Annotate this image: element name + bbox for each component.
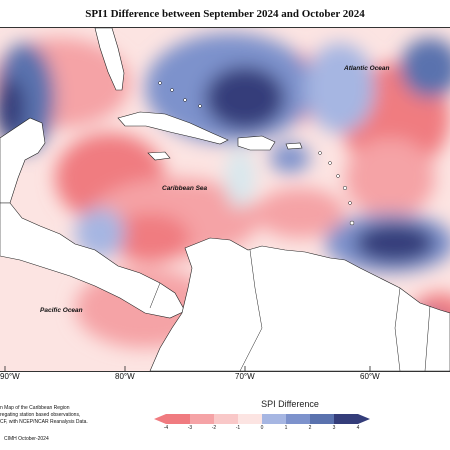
map-title: SPI1 Difference between September 2024 a…: [85, 8, 365, 20]
legend-cell: [286, 414, 310, 424]
neg-zone-east-car: [255, 188, 345, 238]
legend-tick-label: 0: [260, 425, 264, 431]
neg-zone-core: [110, 213, 190, 263]
footer-note-1: n Map of the Caribbean Region: [0, 405, 70, 411]
legend-extend-min: [154, 414, 166, 424]
land-cuba: [117, 111, 229, 145]
legend-tick-label: -1: [235, 425, 241, 431]
border-guyana-suriname: [424, 305, 431, 371]
legend-cell: [310, 414, 334, 424]
label-atlantic-ocean: Atlantic Ocean: [344, 65, 390, 72]
label-pacific-ocean: Pacific Ocean: [40, 307, 83, 314]
island: [158, 81, 162, 85]
island: [349, 220, 355, 226]
lon-label-70w: 70°W: [235, 372, 255, 381]
land-central-america: [0, 202, 186, 319]
island: [183, 98, 187, 102]
lon-label-90w: 90°W: [0, 372, 20, 381]
small-islands: [158, 81, 355, 226]
legend-cell: [214, 414, 238, 424]
land-florida: [94, 28, 125, 91]
neg-zone-atlantic-s: [345, 138, 435, 218]
legend-tick-label: -4: [163, 425, 169, 431]
island: [348, 201, 352, 205]
legend-tick-label: -2: [211, 425, 217, 431]
land-puerto-rico: [285, 142, 303, 150]
map-frame: Atlantic Ocean Caribbean Sea Pacific Oce…: [0, 27, 450, 372]
legend-title: SPI Difference: [261, 399, 319, 409]
island: [336, 174, 340, 178]
pos-zone-bahamas-core: [205, 66, 285, 130]
footer-note-2: regating station based observations,: [0, 412, 81, 418]
pos-zone-honduras: [75, 208, 125, 258]
land: [0, 28, 450, 371]
pos-zone-ne: [400, 38, 450, 98]
legend-tick-label: 2: [308, 425, 312, 431]
spi-map: [0, 28, 450, 371]
land-jamaica: [147, 151, 171, 161]
island: [318, 151, 322, 155]
lon-label-80w: 80°W: [115, 372, 135, 381]
neutral-zone-central: [225, 148, 255, 208]
legend-tick-label: -3: [187, 425, 193, 431]
legend-cell: [238, 414, 262, 424]
island: [328, 161, 332, 165]
land-hispaniola: [237, 135, 276, 151]
border-colombia-venezuela: [239, 249, 263, 371]
borders: [149, 249, 431, 371]
lon-label-60w: 60°W: [360, 372, 380, 381]
legend-extend-max: [358, 414, 370, 424]
island: [170, 88, 174, 92]
footer-note-3: CF, with NCEP/NCAR Reanalysis Data.: [0, 419, 88, 425]
legend-tick-label: 4: [356, 425, 360, 431]
pos-zone-pr: [270, 143, 310, 173]
pos-zone-west-core: [0, 78, 25, 138]
legend-cell: [334, 414, 358, 424]
legend-colorbar: [154, 414, 370, 424]
legend-tick-label: 1: [284, 425, 288, 431]
legend-tick-label: 3: [332, 425, 336, 431]
border-panama: [149, 282, 161, 309]
island: [342, 185, 348, 191]
footer-credit: CIMH October-2024: [4, 436, 49, 442]
legend-cell: [166, 414, 190, 424]
pos-zone-venezuela-core: [355, 223, 435, 263]
island: [198, 104, 202, 108]
legend-cell: [262, 414, 286, 424]
border-venezuela-guyana: [394, 287, 401, 371]
lon-ticks: [4, 366, 371, 371]
legend-cell: [190, 414, 214, 424]
pos-zone-atl-mid: [305, 43, 375, 133]
label-caribbean-sea: Caribbean Sea: [162, 185, 208, 192]
